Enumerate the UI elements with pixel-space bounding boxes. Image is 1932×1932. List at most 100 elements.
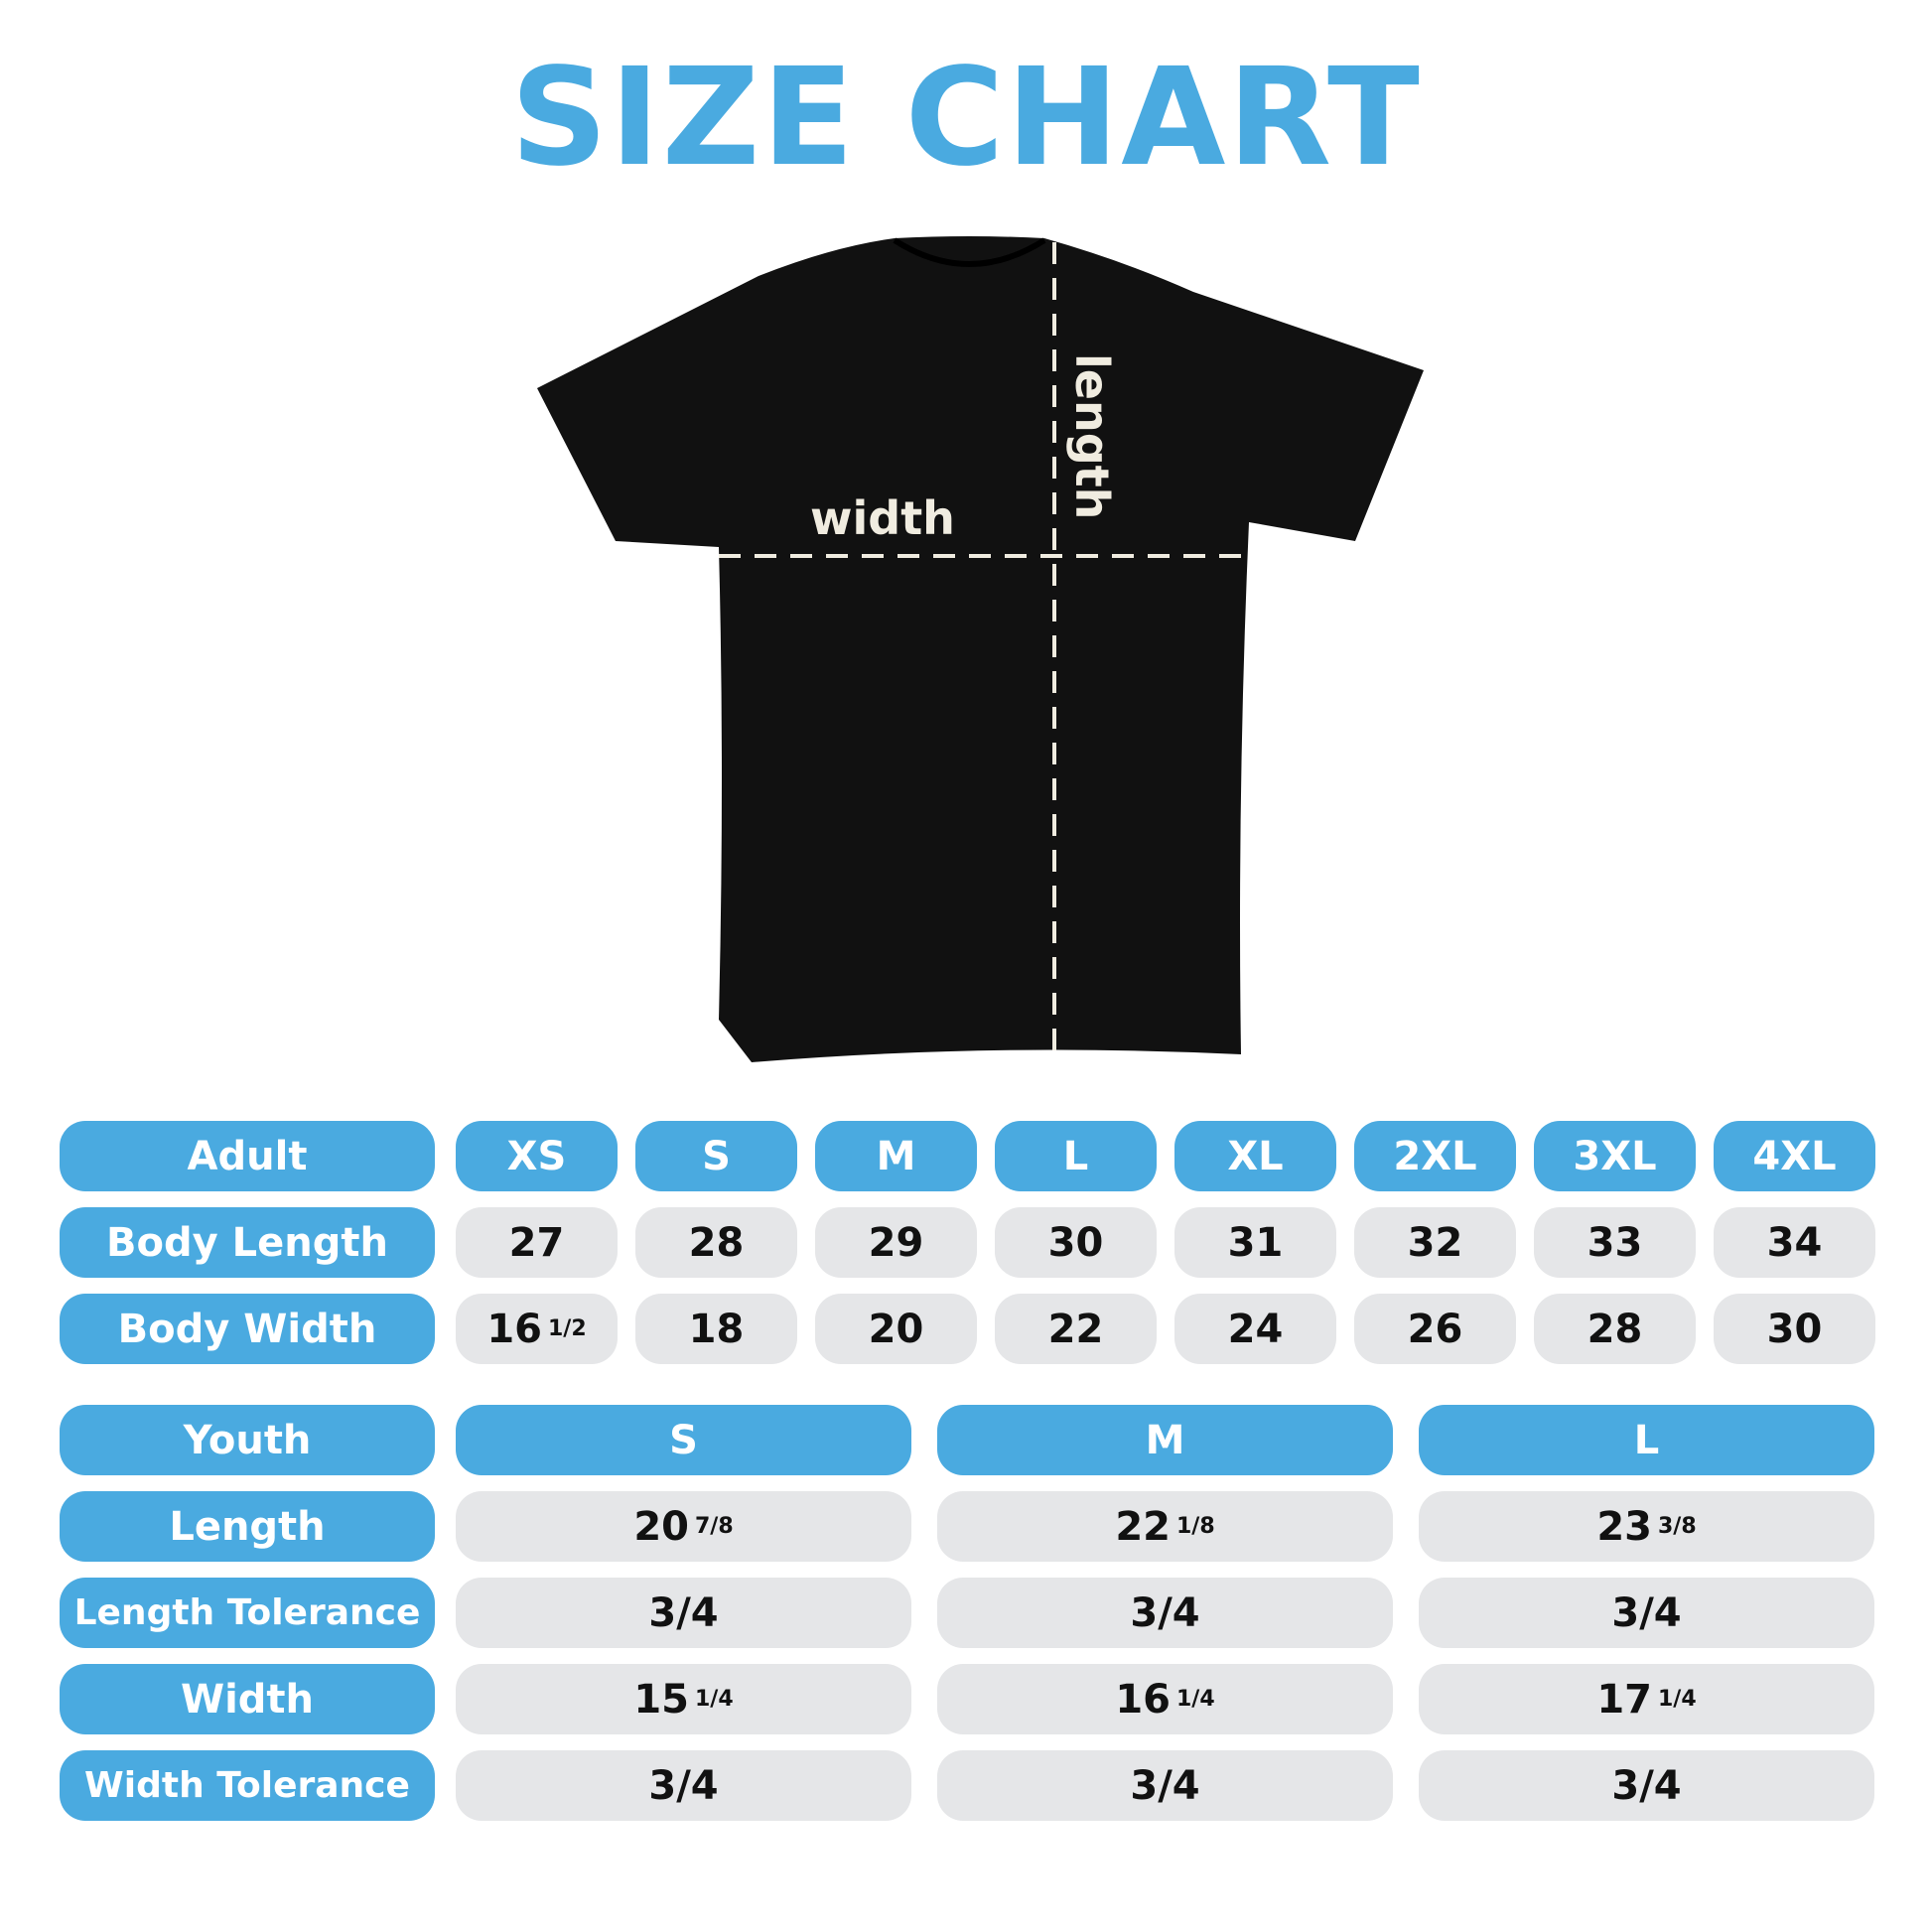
cell-value: 28	[1587, 1306, 1643, 1352]
adult-cell: 24	[1174, 1294, 1336, 1364]
youth-cell: 3/4	[937, 1750, 1393, 1821]
adult-cell: 34	[1714, 1207, 1875, 1278]
adult-size-header: 2XL	[1354, 1121, 1516, 1191]
adult-size-header: L	[995, 1121, 1157, 1191]
youth-row-label: Length Tolerance	[60, 1578, 435, 1648]
cell-value: 3/4	[1130, 1762, 1200, 1809]
youth-cell: 20 7/8	[456, 1491, 911, 1562]
youth-header: Youth	[60, 1405, 435, 1475]
cell-value: 24	[1227, 1306, 1284, 1352]
cell-value: 27	[508, 1219, 565, 1266]
adult-size-header: 4XL	[1714, 1121, 1875, 1191]
cell-value: 31	[1227, 1219, 1284, 1266]
youth-cell: 23 3/8	[1419, 1491, 1874, 1562]
cell-value: 16	[486, 1306, 542, 1352]
adult-cell: 20	[815, 1294, 977, 1364]
adult-cell: 30	[995, 1207, 1157, 1278]
cell-value: Length Tolerance	[73, 1592, 421, 1633]
adult-row-label: Body Length	[60, 1207, 435, 1278]
youth-row-label: Width	[60, 1664, 435, 1734]
cell-value: Width Tolerance	[84, 1765, 410, 1806]
adult-cell: 30	[1714, 1294, 1875, 1364]
cell-fraction: 1/4	[1176, 1687, 1215, 1712]
cell-fraction: 7/8	[695, 1514, 734, 1539]
cell-value: 28	[688, 1219, 745, 1266]
cell-value: 34	[1766, 1219, 1823, 1266]
adult-cell: 18	[635, 1294, 797, 1364]
adult-size-header: XS	[456, 1121, 618, 1191]
adult-size-header: XL	[1174, 1121, 1336, 1191]
adult-cell: 33	[1534, 1207, 1696, 1278]
youth-cell: 3/4	[456, 1578, 911, 1648]
length-label: length	[1065, 353, 1119, 519]
cell-fraction: 1/8	[1176, 1514, 1215, 1539]
adult-cell: 31	[1174, 1207, 1336, 1278]
cell-value: Length	[169, 1503, 326, 1550]
cell-value: S	[669, 1417, 698, 1463]
cell-value: 17	[1596, 1676, 1652, 1723]
cell-value: 3/4	[1130, 1589, 1200, 1636]
cell-value: 23	[1596, 1503, 1652, 1550]
youth-row-label: Width Tolerance	[60, 1750, 435, 1821]
cell-value: 3XL	[1573, 1133, 1657, 1179]
cell-value: 16	[1115, 1676, 1171, 1723]
adult-size-header: S	[635, 1121, 797, 1191]
cell-value: 29	[868, 1219, 924, 1266]
cell-value: 3/4	[648, 1762, 719, 1809]
adult-cell: 29	[815, 1207, 977, 1278]
cell-value: Youth	[183, 1417, 312, 1463]
cell-value: 26	[1407, 1306, 1463, 1352]
cell-value: 32	[1407, 1219, 1463, 1266]
youth-cell: 22 1/8	[937, 1491, 1393, 1562]
cell-value: 4XL	[1752, 1133, 1837, 1179]
youth-cell: 3/4	[1419, 1578, 1874, 1648]
neckline	[893, 237, 1046, 267]
cell-value: 3/4	[648, 1589, 719, 1636]
cell-value: XS	[506, 1133, 567, 1179]
page-title: SIZE CHART	[510, 40, 1422, 197]
youth-size-header: M	[937, 1405, 1393, 1475]
cell-fraction: 3/8	[1658, 1514, 1697, 1539]
cell-value: 22	[1115, 1503, 1171, 1550]
adult-cell: 28	[1534, 1294, 1696, 1364]
cell-value: 2XL	[1393, 1133, 1477, 1179]
adult-cell: 26	[1354, 1294, 1516, 1364]
youth-cell: 15 1/4	[456, 1664, 911, 1734]
cell-value: 22	[1047, 1306, 1104, 1352]
cell-value: 18	[688, 1306, 745, 1352]
adult-size-header: 3XL	[1534, 1121, 1696, 1191]
cell-fraction: 1/4	[1658, 1687, 1697, 1712]
cell-value: M	[876, 1133, 916, 1179]
cell-value: L	[1062, 1133, 1089, 1179]
cell-value: Body Length	[106, 1219, 388, 1266]
youth-size-header: S	[456, 1405, 911, 1475]
adult-cell: 28	[635, 1207, 797, 1278]
tshirt-shape	[537, 236, 1424, 1062]
adult-size-header: M	[815, 1121, 977, 1191]
youth-cell: 16 1/4	[937, 1664, 1393, 1734]
youth-cell: 3/4	[937, 1578, 1393, 1648]
youth-cell: 3/4	[1419, 1750, 1874, 1821]
cell-value: 20	[633, 1503, 689, 1550]
cell-value: M	[1145, 1417, 1185, 1463]
cell-value: 33	[1587, 1219, 1643, 1266]
cell-value: 30	[1047, 1219, 1104, 1266]
cell-value: L	[1633, 1417, 1660, 1463]
cell-value: 3/4	[1611, 1589, 1682, 1636]
youth-size-header: L	[1419, 1405, 1874, 1475]
cell-value: S	[702, 1133, 731, 1179]
cell-value: Width	[180, 1676, 315, 1723]
youth-cell: 17 1/4	[1419, 1664, 1874, 1734]
cell-value: 30	[1766, 1306, 1823, 1352]
cell-fraction: 1/2	[548, 1316, 587, 1341]
adult-header: Adult	[60, 1121, 435, 1191]
adult-row-label: Body Width	[60, 1294, 435, 1364]
adult-cell: 22	[995, 1294, 1157, 1364]
youth-cell: 3/4	[456, 1750, 911, 1821]
adult-cell: 27	[456, 1207, 618, 1278]
adult-cell: 16 1/2	[456, 1294, 618, 1364]
cell-value: 20	[868, 1306, 924, 1352]
cell-value: XL	[1227, 1133, 1284, 1179]
